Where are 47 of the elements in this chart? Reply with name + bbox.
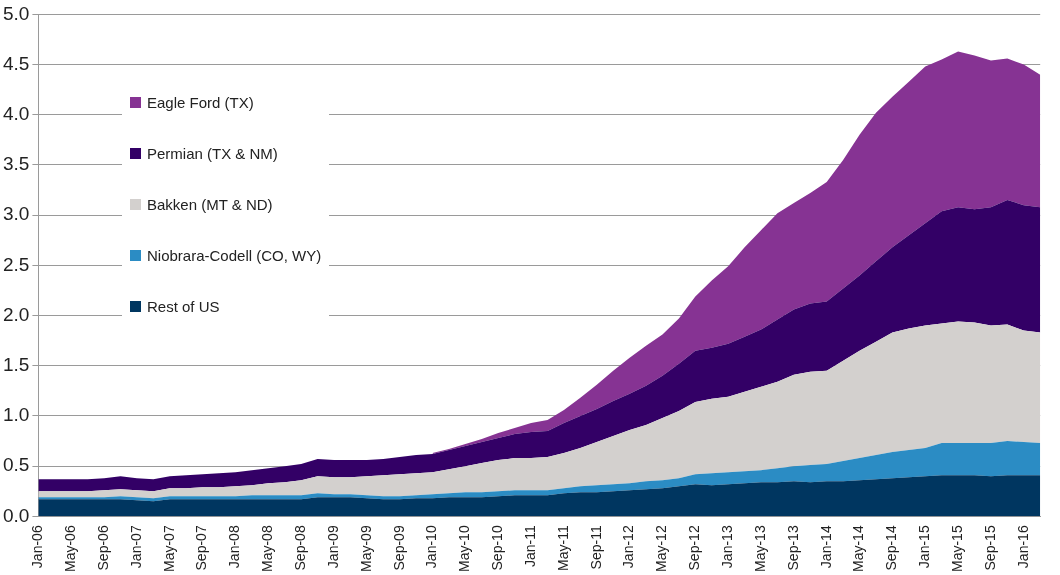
x-tick-label: Sep-11 — [587, 525, 604, 570]
y-tick-label: 0.0 — [2, 504, 30, 526]
y-tick-label: 2.5 — [2, 253, 30, 275]
x-tick-label: Jan-07 — [127, 525, 144, 569]
legend-label: Rest of US — [147, 298, 220, 315]
x-tick-label: Sep-10 — [489, 525, 506, 571]
x-tick-label: Jan-09 — [324, 525, 341, 569]
x-tick-label: May-09 — [357, 525, 374, 572]
x-tick-label: Sep-15 — [981, 525, 998, 571]
x-tick-label: Sep-14 — [883, 525, 900, 571]
x-tick-label: Sep-12 — [686, 525, 703, 571]
y-tick-label: 2.0 — [2, 303, 30, 325]
y-tick-label: 5.0 — [2, 2, 30, 24]
x-tick-label: Sep-13 — [784, 525, 801, 571]
x-tick-label: May-08 — [259, 525, 276, 572]
x-tick-label: Sep-08 — [292, 525, 309, 571]
x-tick-label: Sep-07 — [193, 525, 210, 571]
x-tick-label: Jan-15 — [916, 525, 933, 569]
x-tick-label: Jan-12 — [620, 525, 637, 569]
y-tick-label: 0.5 — [2, 454, 30, 476]
y-tick-label: 3.5 — [2, 153, 30, 175]
x-tick-label: May-10 — [456, 525, 473, 572]
y-tick-label: 4.0 — [2, 103, 30, 125]
y-tick-label: 4.5 — [2, 52, 30, 74]
x-tick-label: Jan-13 — [719, 525, 736, 569]
x-tick-label: May-15 — [948, 525, 965, 572]
legend-label: Eagle Ford (TX) — [147, 94, 254, 111]
x-tick-label: Jan-14 — [817, 525, 834, 569]
x-tick-label: Jan-11 — [521, 525, 538, 568]
x-tick-label: Jan-10 — [423, 525, 440, 569]
x-tick-label: May-07 — [160, 525, 177, 572]
x-tick-label: May-11 — [554, 525, 571, 571]
x-tick-label: Jan-06 — [29, 525, 46, 569]
x-tick-label: Jan-16 — [1014, 525, 1031, 569]
y-tick-label: 3.0 — [2, 203, 30, 225]
y-tick-label: 1.0 — [2, 404, 30, 426]
x-tick-label: Jan-08 — [226, 525, 243, 569]
y-tick-label: 1.5 — [2, 353, 30, 375]
legend-label: Bakken (MT & ND) — [147, 196, 273, 213]
x-tick-label: Sep-09 — [390, 525, 407, 571]
x-tick-label: Sep-06 — [94, 525, 111, 571]
x-tick-label: May-06 — [62, 525, 79, 572]
legend-label: Permian (TX & NM) — [147, 145, 278, 162]
x-tick-label: May-12 — [653, 525, 670, 572]
x-tick-label: May-14 — [850, 525, 867, 572]
legend-label: Niobrara-Codell (CO, WY) — [147, 247, 322, 264]
x-tick-label: May-13 — [751, 525, 768, 572]
